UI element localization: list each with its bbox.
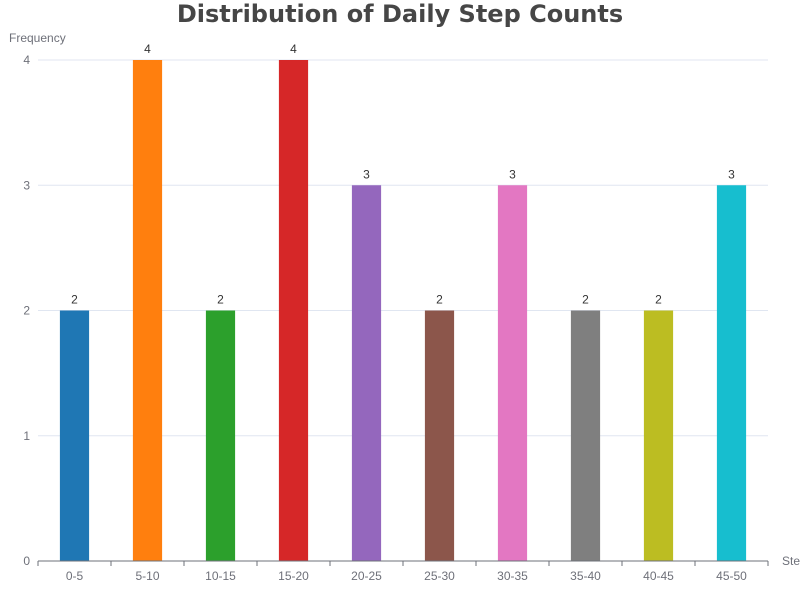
x-tick-label: 30-35 <box>497 569 528 583</box>
y-tick-label: 1 <box>23 429 30 443</box>
data-labels: 2 4 2 4 3 2 3 2 2 3 <box>71 42 735 307</box>
x-tick-label: 25-30 <box>424 569 455 583</box>
x-tick-label: 5-10 <box>135 569 159 583</box>
data-label: 3 <box>728 167 735 181</box>
x-axis: 0-5 5-10 10-15 15-20 20-25 25-30 30-35 35-40 40-… <box>37 560 769 583</box>
bar <box>424 310 455 561</box>
bar <box>205 310 236 561</box>
bars <box>59 60 747 561</box>
data-label: 2 <box>582 293 589 307</box>
x-tick-label: 20-25 <box>351 569 382 583</box>
bar <box>59 310 90 561</box>
data-label: 4 <box>290 42 297 56</box>
bar <box>497 185 528 561</box>
x-tick-label: 15-20 <box>278 569 309 583</box>
y-tick-label: 0 <box>23 554 30 568</box>
bar <box>132 60 163 561</box>
x-tick-label: 0-5 <box>66 569 84 583</box>
bar <box>351 185 382 561</box>
x-axis-title: Steps <box>782 554 800 568</box>
x-tick-label: 40-45 <box>643 569 674 583</box>
data-label: 2 <box>71 293 78 307</box>
y-axis-ticks: 0 1 2 3 4 <box>23 53 30 568</box>
x-tick-label: 35-40 <box>570 569 601 583</box>
bar <box>278 60 309 561</box>
bar <box>716 185 747 561</box>
data-label: 2 <box>217 293 224 307</box>
y-tick-label: 3 <box>23 178 30 192</box>
x-tick-label: 10-15 <box>205 569 236 583</box>
data-label: 3 <box>509 167 516 181</box>
y-axis-title: Frequency <box>9 31 66 45</box>
bar <box>570 310 601 561</box>
data-label: 4 <box>144 42 151 56</box>
chart-title: Distribution of Daily Step Counts <box>177 0 623 28</box>
x-tick-label: 45-50 <box>716 569 747 583</box>
bar <box>643 310 674 561</box>
data-label: 3 <box>363 167 370 181</box>
y-tick-label: 4 <box>23 53 30 67</box>
y-tick-label: 2 <box>23 304 30 318</box>
data-label: 2 <box>655 293 662 307</box>
data-label: 2 <box>436 293 443 307</box>
